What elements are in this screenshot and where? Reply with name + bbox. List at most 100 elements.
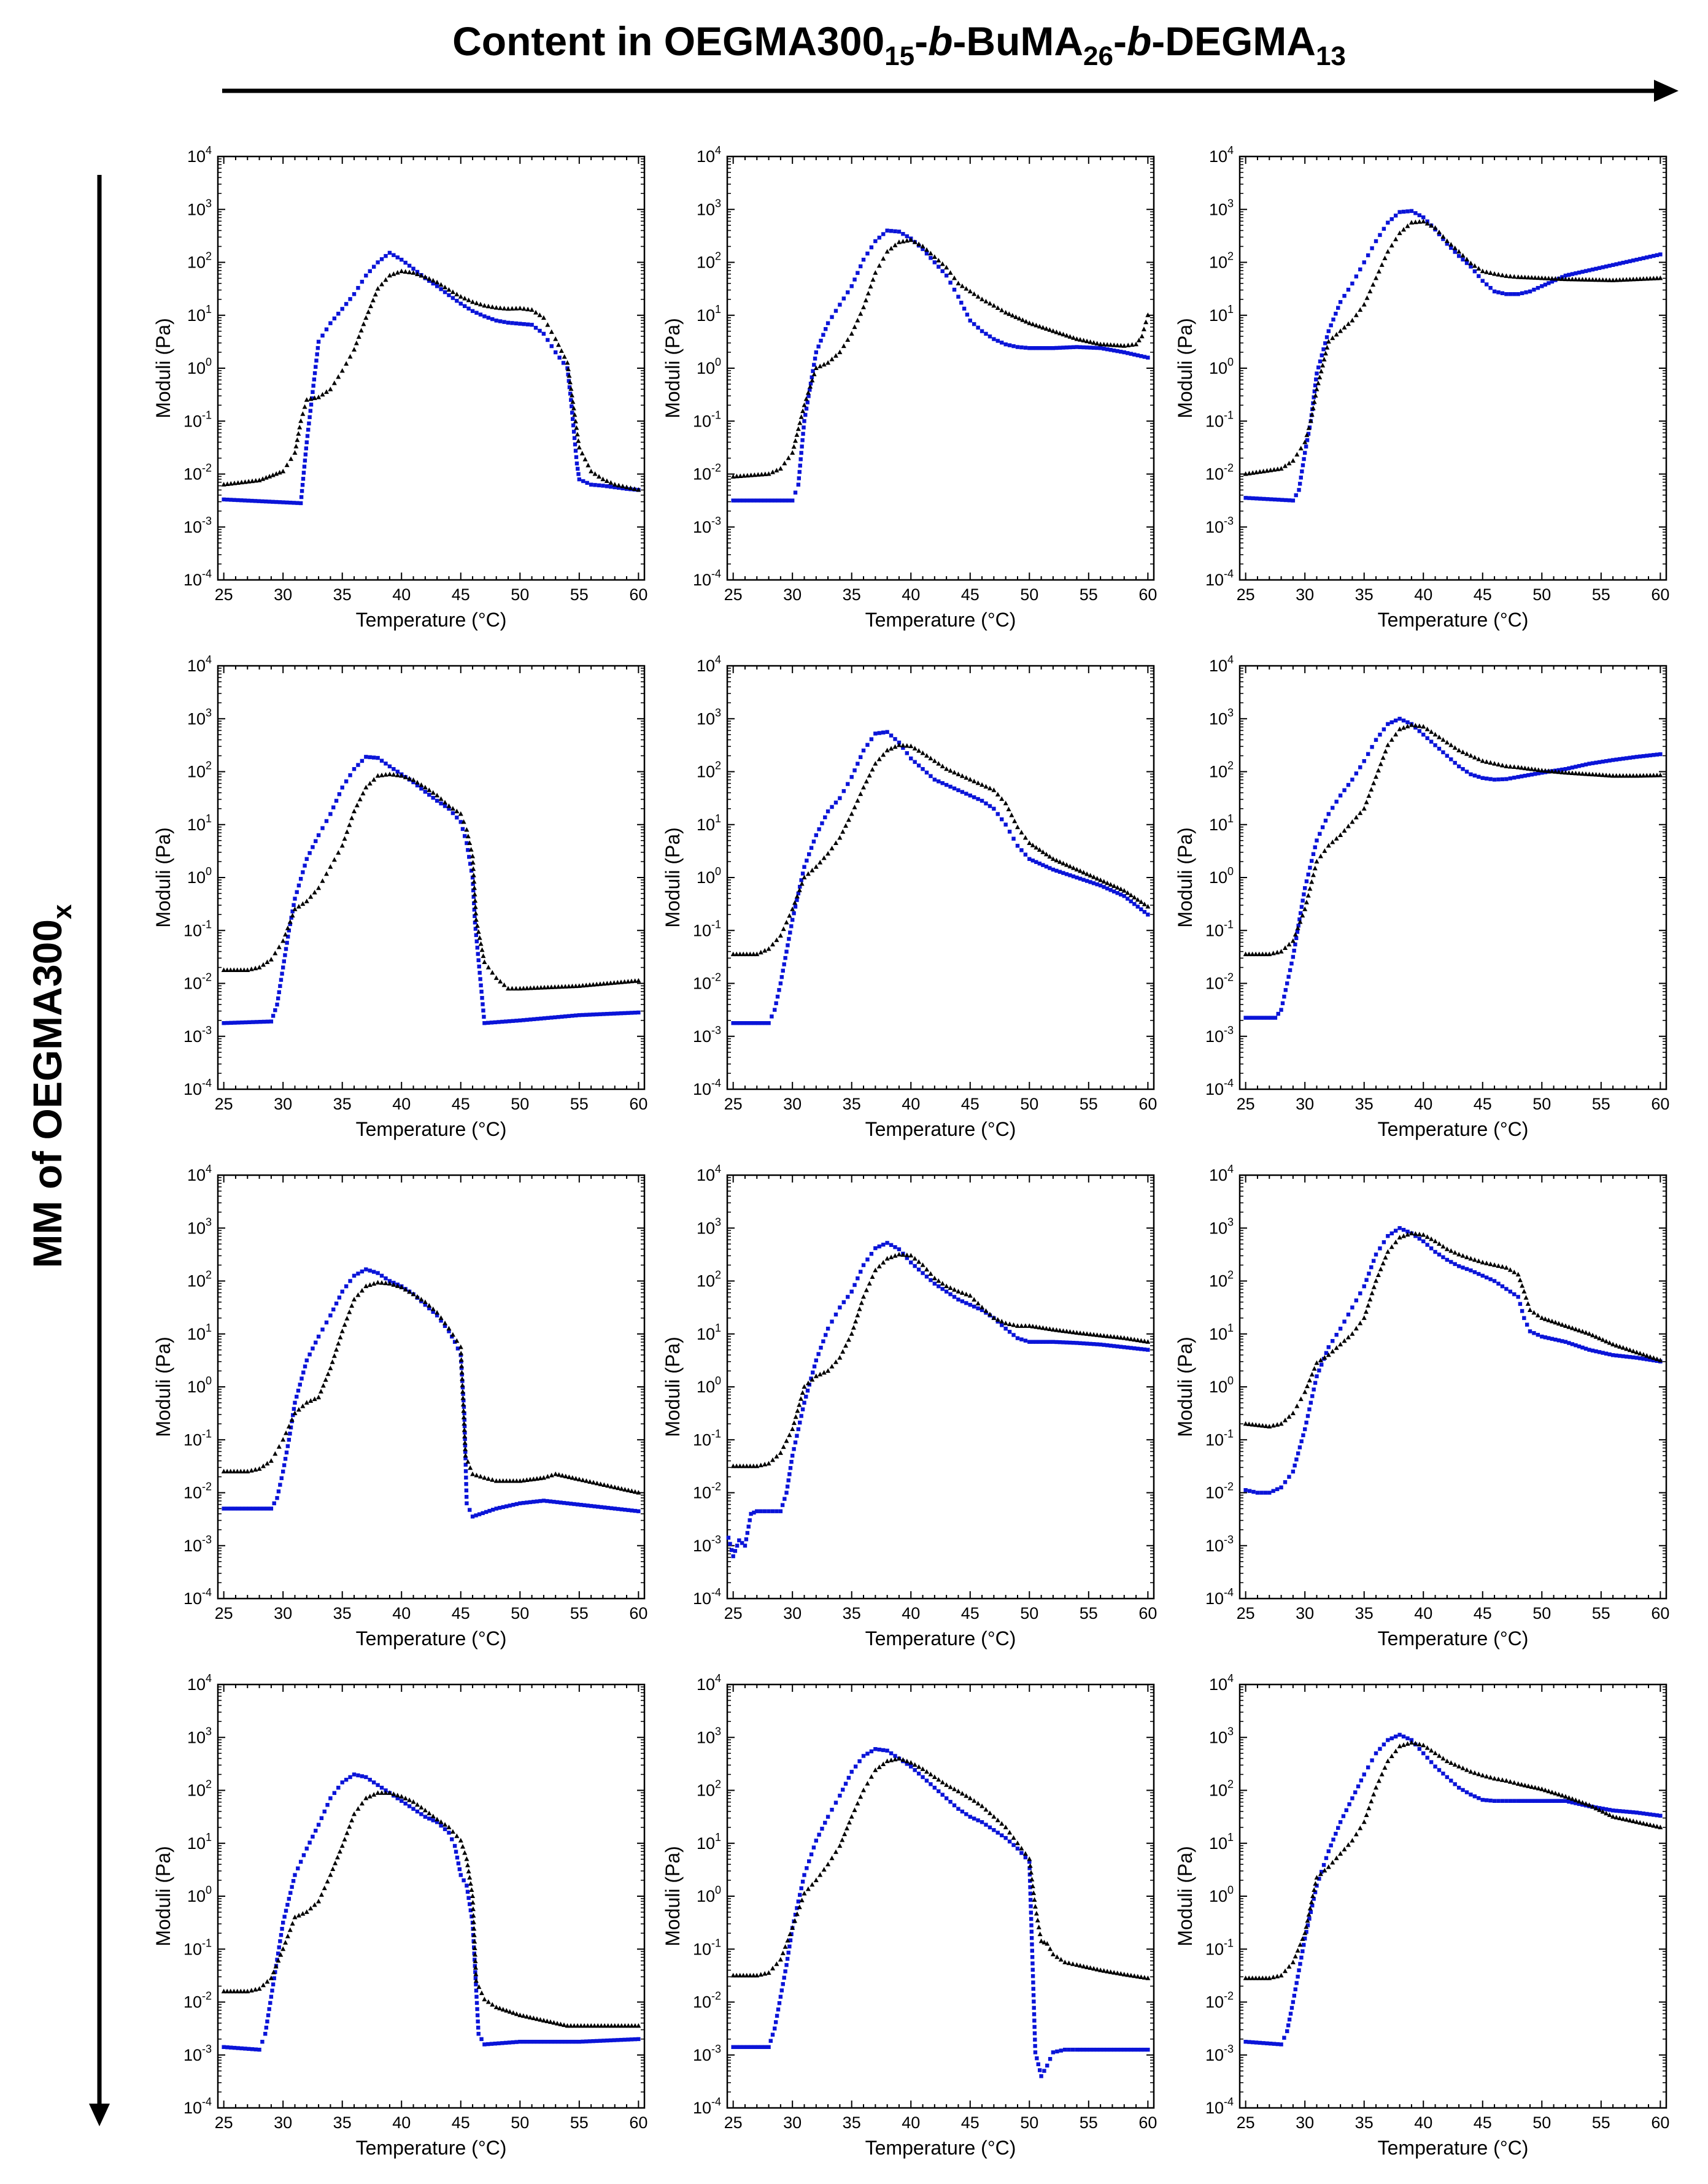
data-point-g-prime: [1480, 776, 1485, 781]
data-point-g-double-prime: [1590, 771, 1596, 777]
data-point-g-double-prime: [478, 941, 484, 946]
data-point-g-prime: [779, 974, 784, 979]
data-point-g-double-prime: [316, 1394, 322, 1400]
data-point-g-prime: [1456, 253, 1461, 258]
data-point-g-double-prime: [395, 1283, 400, 1288]
data-point-g-prime: [570, 404, 574, 409]
data-point-g-double-prime: [1535, 1313, 1540, 1318]
data-point-g-double-prime: [778, 933, 783, 938]
data-point-g-prime: [1051, 1340, 1056, 1344]
data-point-g-double-prime: [253, 1467, 258, 1472]
data-point-g-prime: [549, 2039, 554, 2044]
data-point-g-double-prime: [482, 303, 487, 308]
data-point-g-prime: [869, 1252, 874, 1256]
data-point-g-prime: [411, 1807, 415, 1811]
data-point-g-prime: [457, 1867, 462, 1872]
data-point-g-prime: [344, 1284, 349, 1289]
data-point-g-prime: [1401, 1227, 1406, 1232]
data-point-g-double-prime: [1030, 1324, 1035, 1329]
data-point-g-double-prime: [287, 919, 293, 924]
data-point-g-prime: [239, 2046, 244, 2051]
data-point-g-double-prime: [1522, 765, 1528, 771]
data-point-g-prime: [858, 264, 863, 269]
data-point-g-double-prime: [1512, 274, 1517, 279]
data-point-g-prime: [1354, 274, 1359, 279]
data-point-g-prime: [1048, 1340, 1052, 1344]
data-point-g-double-prime: [462, 1427, 467, 1432]
data-point-g-prime: [1294, 936, 1299, 940]
data-point-g-double-prime: [1542, 276, 1548, 280]
data-point-g-double-prime: [1504, 273, 1509, 278]
data-point-g-double-prime: [598, 1481, 603, 1486]
top-header-label: Content in OEGMA30015-b-BuMA26-b-DEGMA13: [452, 18, 1346, 71]
data-point-g-double-prime: [791, 444, 797, 449]
data-point-g-prime: [1472, 269, 1477, 274]
data-point-g-double-prime: [762, 471, 768, 476]
data-point-g-prime: [473, 920, 477, 925]
data-point-g-double-prime: [948, 270, 953, 275]
data-point-g-double-prime: [618, 979, 624, 984]
data-point-g-prime: [1258, 496, 1262, 501]
data-point-g-prime: [263, 499, 268, 504]
data-point-g-double-prime: [881, 256, 886, 261]
data-point-g-double-prime: [912, 1256, 918, 1261]
data-point-g-double-prime: [357, 797, 363, 801]
data-point-g-prime: [576, 472, 581, 476]
data-point-g-prime: [468, 1902, 472, 1907]
data-point-g-double-prime: [793, 438, 798, 443]
data-point-g-double-prime: [730, 474, 736, 479]
data-point-g-prime: [284, 1450, 289, 1455]
data-point-g-prime: [546, 338, 550, 342]
data-point-g-prime: [246, 498, 250, 503]
data-point-g-double-prime: [1397, 1235, 1402, 1240]
data-point-g-double-prime: [876, 1264, 882, 1268]
data-point-g-prime: [833, 309, 838, 313]
data-point-g-prime: [752, 1510, 756, 1515]
data-point-g-double-prime: [752, 472, 757, 477]
data-point-g-double-prime: [1532, 766, 1538, 772]
data-point-g-prime: [1464, 261, 1469, 265]
data-point-g-prime: [250, 2047, 255, 2051]
data-point-g-double-prime: [632, 1489, 638, 1494]
plot-frame: [217, 665, 646, 1090]
x-tick-label: 25: [215, 2113, 233, 2132]
data-point-g-prime: [630, 1508, 634, 1513]
data-point-g-prime: [1279, 1485, 1283, 1490]
data-point-g-double-prime: [1416, 723, 1422, 728]
data-point-g-double-prime: [1460, 253, 1466, 258]
data-point-g-double-prime: [1375, 1272, 1381, 1278]
data-point-g-prime: [431, 1310, 435, 1314]
x-tick-label: 40: [902, 585, 920, 604]
data-point-g-prime: [752, 1021, 757, 1025]
data-point-g-prime: [427, 792, 431, 797]
x-tick-label: 25: [724, 1604, 743, 1623]
y-axis-label: Moduli (Pa): [152, 318, 174, 419]
data-point-g-double-prime: [1385, 1249, 1391, 1254]
data-point-g-prime: [796, 1427, 801, 1432]
data-point-g-prime: [799, 1414, 803, 1418]
y-tick-label: 103: [187, 197, 212, 218]
data-point-g-prime: [962, 306, 967, 311]
data-point-g-prime: [352, 292, 357, 296]
data-point-g-double-prime: [280, 1946, 286, 1951]
data-point-g-prime: [473, 1970, 477, 1974]
data-point-g-prime: [269, 1994, 274, 1999]
y-tick-label: 10-3: [184, 1534, 212, 1555]
data-point-g-double-prime: [1496, 762, 1501, 766]
data-point-g-double-prime: [560, 1473, 565, 1478]
data-point-g-prime: [435, 284, 439, 288]
data-point-g-prime: [477, 1512, 482, 1516]
data-point-g-double-prime: [975, 780, 981, 785]
data-point-g-double-prime: [1549, 768, 1555, 774]
data-point-g-prime: [1078, 345, 1083, 349]
data-point-g-double-prime: [889, 746, 894, 751]
data-point-g-prime: [439, 287, 443, 291]
data-point-g-double-prime: [1334, 331, 1339, 337]
data-point-g-prime: [833, 800, 838, 805]
data-point-g-prime: [528, 1017, 533, 1022]
data-point-g-prime: [1469, 264, 1473, 269]
data-point-g-double-prime: [1569, 1325, 1575, 1330]
data-point-g-prime: [1655, 253, 1660, 257]
data-point-g-prime: [1484, 1275, 1489, 1279]
data-point-g-double-prime: [465, 833, 471, 839]
